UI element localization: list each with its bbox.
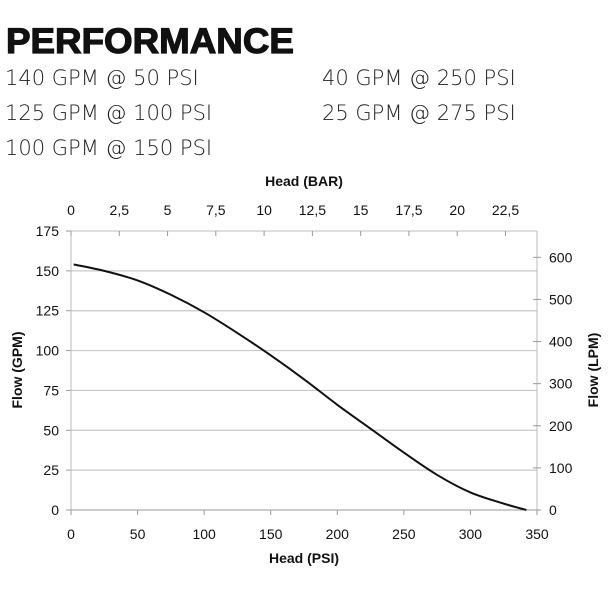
x-tick-label: 100 — [192, 526, 216, 542]
y2-tick-label: 300 — [549, 376, 573, 392]
y2-axis-title: Flow (LPM) — [585, 333, 601, 408]
y-tick-label: 125 — [36, 303, 60, 319]
x2-tick-label: 17,5 — [395, 202, 422, 218]
y-tick-label: 100 — [36, 343, 60, 359]
spec-line: 25 GPM @ 275 PSI — [322, 101, 516, 125]
y-axis-title: Flow (GPM) — [9, 332, 25, 409]
x-tick-label: 300 — [459, 526, 483, 542]
y-tick-label: 25 — [43, 462, 59, 478]
x2-tick-label: 5 — [164, 202, 172, 218]
x-tick-label: 150 — [259, 526, 283, 542]
y2-tick-label: 400 — [549, 334, 573, 350]
y-tick-label: 175 — [36, 223, 60, 239]
x2-axis-title: Head (BAR) — [265, 173, 343, 189]
x2-tick-label: 12,5 — [299, 202, 326, 218]
y-tick-label: 75 — [43, 382, 59, 398]
spec-line: 100 GPM @ 150 PSI — [5, 136, 213, 160]
y-tick-label: 150 — [36, 263, 60, 279]
x2-tick-label: 2,5 — [110, 202, 130, 218]
x-tick-label: 50 — [130, 526, 146, 542]
x-tick-label: 200 — [326, 526, 350, 542]
y2-tick-label: 100 — [549, 460, 573, 476]
x2-tick-label: 0 — [67, 202, 75, 218]
y2-tick-label: 200 — [549, 418, 573, 434]
y2-tick-label: 500 — [549, 291, 573, 307]
spec-line: 40 GPM @ 250 PSI — [322, 66, 516, 90]
y2-tick-label: 0 — [549, 502, 557, 518]
x-tick-label: 250 — [392, 526, 416, 542]
y-tick-label: 0 — [51, 502, 59, 518]
flow-curve — [73, 263, 527, 511]
spec-line: 140 GPM @ 50 PSI — [5, 66, 199, 90]
y-tick-label: 50 — [43, 422, 59, 438]
x2-tick-label: 22,5 — [492, 202, 519, 218]
x-tick-label: 0 — [67, 526, 75, 542]
x-tick-label: 350 — [525, 526, 549, 542]
x2-tick-label: 20 — [449, 202, 465, 218]
x2-tick-label: 10 — [256, 202, 272, 218]
x-axis-title: Head (PSI) — [269, 550, 339, 566]
page-title: PERFORMANCE — [5, 21, 294, 61]
y2-tick-label: 600 — [549, 249, 573, 265]
x2-tick-label: 7,5 — [206, 202, 226, 218]
x2-tick-label: 15 — [353, 202, 369, 218]
spec-line: 125 GPM @ 100 PSI — [5, 101, 213, 125]
